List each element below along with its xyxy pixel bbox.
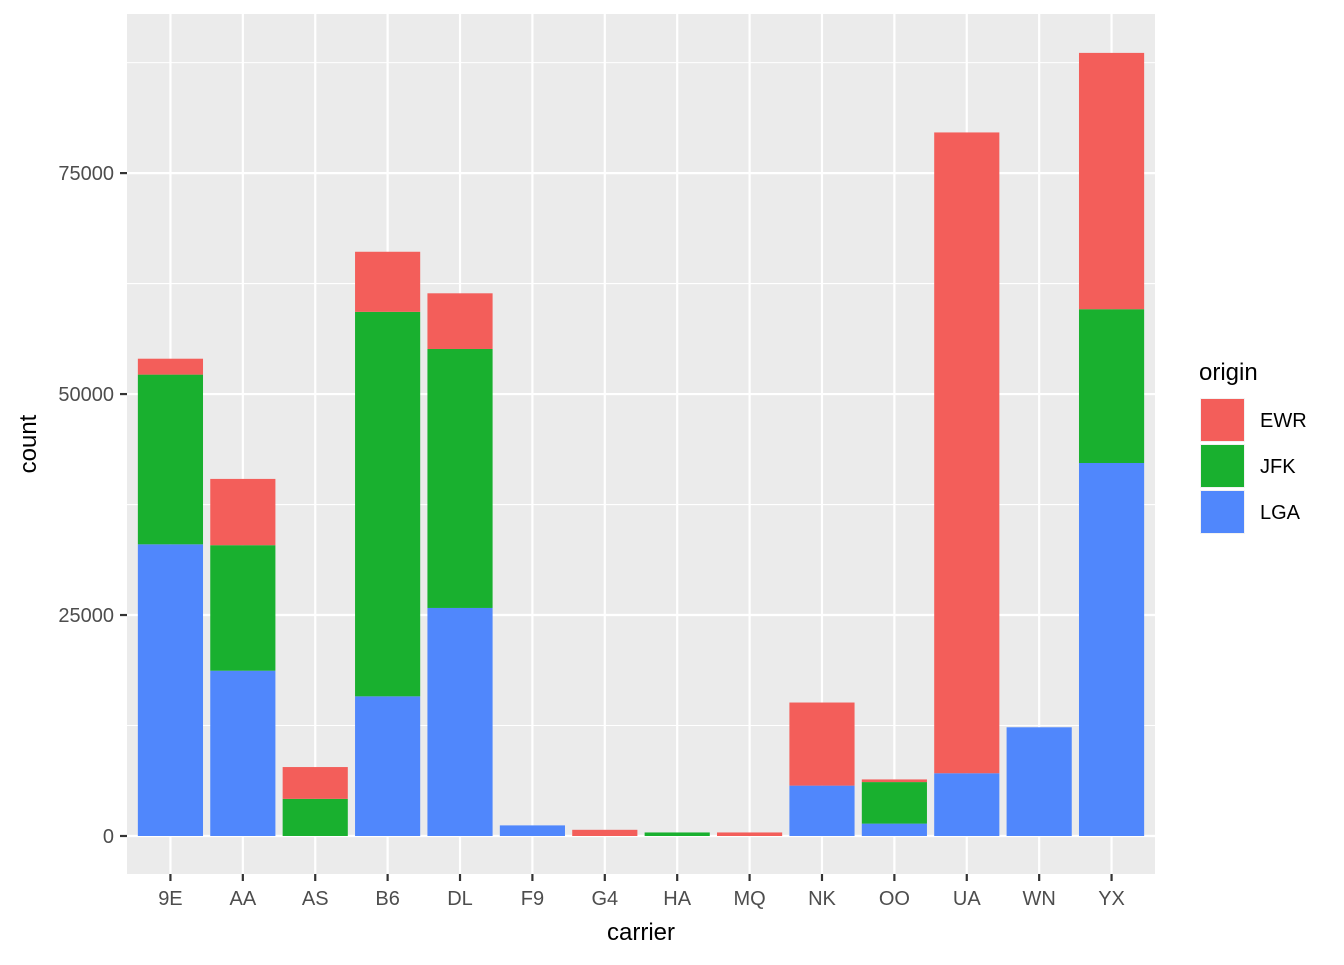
bar-B6-JFK xyxy=(355,311,421,697)
legend-label-EWR: EWR xyxy=(1260,410,1307,432)
panel-background xyxy=(127,14,1155,874)
x-tick-label: OO xyxy=(879,888,910,910)
x-tick-label: DL xyxy=(447,888,473,910)
x-tick-label: AS xyxy=(302,888,329,910)
bar-UA-EWR xyxy=(934,132,1000,774)
bar-AA-JFK xyxy=(210,545,276,671)
x-tick-label: YX xyxy=(1098,888,1125,910)
y-tick-label: 25000 xyxy=(58,605,114,627)
bar-NK-EWR xyxy=(789,702,855,786)
legend-key-EWR xyxy=(1201,399,1244,441)
x-tick-label: WN xyxy=(1023,888,1056,910)
legend-title: origin xyxy=(1199,359,1258,386)
bar-YX-LGA xyxy=(1078,463,1145,836)
bar-AA-LGA xyxy=(210,670,276,836)
bar-MQ-EWR xyxy=(717,832,783,836)
bar-AS-EWR xyxy=(282,767,348,799)
bar-B6-EWR xyxy=(355,251,421,312)
bar-AA-EWR xyxy=(210,478,276,546)
x-tick-label: G4 xyxy=(591,888,618,910)
bar-9E-JFK xyxy=(137,374,204,545)
bar-OO-LGA xyxy=(861,823,927,836)
y-tick-label: 50000 xyxy=(58,384,114,406)
legend-label-LGA: LGA xyxy=(1260,502,1301,524)
legend: origin EWR JFK LGA xyxy=(1199,359,1307,534)
y-axis-title: count xyxy=(15,414,42,473)
bar-DL-JFK xyxy=(427,348,493,608)
bar-B6-LGA xyxy=(355,696,421,836)
legend-label-JFK: JFK xyxy=(1260,456,1296,478)
bar-OO-JFK xyxy=(861,782,927,824)
bar-DL-LGA xyxy=(427,607,493,836)
bar-OO-EWR xyxy=(861,779,927,783)
x-tick-label: F9 xyxy=(521,888,544,910)
legend-key-JFK xyxy=(1201,445,1244,487)
axis-ticks: 0 25000 50000 75000 9E AA AS B6 DL F9 G4 HA MQ NK OO UA… xyxy=(58,163,1125,910)
x-tick-label: B6 xyxy=(375,888,399,910)
bar-AS-JFK xyxy=(282,798,348,836)
bar-YX-EWR xyxy=(1078,52,1145,310)
x-tick-label: MQ xyxy=(733,888,765,910)
x-tick-label: NK xyxy=(808,888,836,910)
x-axis-title: carrier xyxy=(607,919,675,946)
bar-DL-EWR xyxy=(427,293,493,349)
x-tick-label: UA xyxy=(953,888,981,910)
bar-G4-EWR xyxy=(572,829,638,836)
bar-F9-LGA xyxy=(499,825,565,836)
bar-9E-EWR xyxy=(137,358,204,375)
y-tick-label: 0 xyxy=(103,826,114,848)
bar-NK-LGA xyxy=(789,785,855,836)
legend-key-LGA xyxy=(1201,491,1244,533)
y-tick-label: 75000 xyxy=(58,163,114,185)
x-tick-label: HA xyxy=(663,888,691,910)
x-tick-label: 9E xyxy=(158,888,182,910)
bar-WN-LGA xyxy=(1006,727,1072,836)
x-tick-label: AA xyxy=(229,888,256,910)
bar-9E-LGA xyxy=(137,544,204,836)
plot-panel xyxy=(127,14,1155,874)
bars xyxy=(137,52,1145,836)
bar-HA-JFK xyxy=(644,832,710,836)
bar-UA-LGA xyxy=(934,773,1000,836)
bar-YX-JFK xyxy=(1078,309,1145,464)
